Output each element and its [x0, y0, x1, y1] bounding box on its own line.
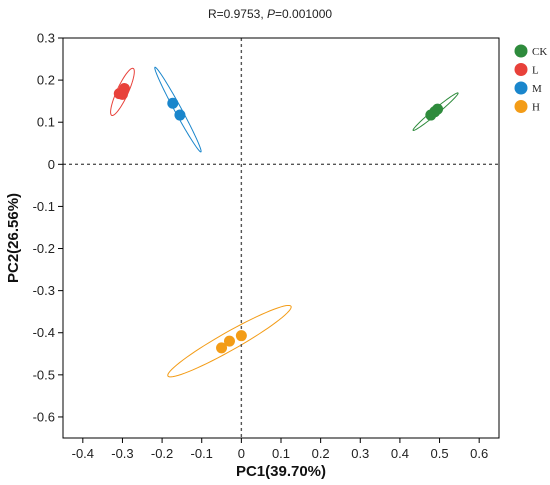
point-l [118, 83, 130, 95]
x-tick-label: 0.1 [272, 446, 290, 461]
point-m [167, 97, 179, 109]
plot-frame [62, 37, 500, 439]
y-tick-label: -0.1 [33, 199, 55, 214]
point-m [174, 109, 186, 121]
legend-marker-m [514, 81, 528, 95]
y-tick-label: 0 [48, 157, 55, 172]
x-axis-label: PC1(39.70%) [236, 463, 326, 480]
y-tick-label: -0.2 [33, 241, 55, 256]
legend-marker-ck [514, 44, 528, 58]
x-axis: -0.4 -0.3 -0.2 -0.1 0 0.1 0.2 0.3 0.4 0.5 0.6 [72, 438, 488, 461]
legend-label-ck: CK [532, 46, 547, 58]
legend-label-m: M [532, 83, 542, 95]
ellipse-h [167, 304, 292, 378]
y-tick-label: 0.1 [37, 115, 55, 130]
ellipse-ck [412, 92, 459, 131]
data-points [113, 83, 444, 354]
point-h [216, 342, 228, 354]
y-tick-label: -0.5 [33, 367, 55, 382]
legend-label-h: H [532, 102, 540, 114]
legend-marker-h [514, 100, 528, 113]
x-tick-label: 0.5 [431, 446, 449, 461]
y-tick-label: 0.3 [37, 31, 55, 46]
y-tick-label: -0.4 [33, 325, 55, 340]
point-h [223, 335, 235, 347]
y-axis: 0.3 0.2 0.1 0 -0.1 -0.2 -0.3 -0.4 -0.5 -0.6 [33, 31, 63, 424]
y-tick-label: -0.3 [33, 283, 55, 298]
ellipse-m [154, 66, 202, 153]
y-tick-label: -0.6 [33, 409, 55, 424]
x-tick-label: -0.3 [111, 446, 133, 461]
x-tick-label: 0.2 [312, 446, 330, 461]
x-tick-label: 0.6 [470, 446, 488, 461]
confidence-ellipses [110, 66, 459, 378]
x-tick-label: -0.1 [191, 446, 213, 461]
x-tick-label: 0.4 [391, 446, 409, 461]
chart-subtitle: R=0.9753, P=0.001000 [208, 7, 332, 21]
legend: CK LMH [514, 44, 547, 114]
legend-label-l: L [532, 65, 539, 77]
point-ck [432, 103, 444, 115]
x-tick-label: 0 [238, 446, 245, 461]
x-tick-label: -0.4 [72, 446, 94, 461]
y-tick-label: 0.2 [37, 73, 55, 88]
legend-marker-l [514, 63, 528, 76]
x-tick-label: -0.2 [151, 446, 173, 461]
y-axis-label: PC2(26.56%) [5, 193, 22, 283]
point-h [235, 330, 247, 342]
ellipse-l [110, 67, 135, 116]
reference-lines [63, 38, 499, 438]
x-tick-label: 0.3 [351, 446, 369, 461]
